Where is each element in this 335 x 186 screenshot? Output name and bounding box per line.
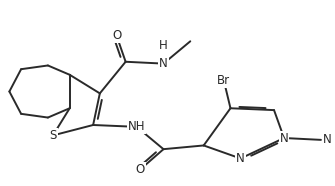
- Text: N: N: [280, 132, 288, 145]
- Text: O: O: [135, 163, 145, 176]
- Text: Br: Br: [217, 74, 230, 87]
- Text: S: S: [49, 129, 57, 142]
- Text: O: O: [112, 29, 121, 42]
- Text: N: N: [159, 57, 168, 70]
- Text: N: N: [323, 133, 331, 146]
- Text: NH: NH: [128, 120, 145, 133]
- Text: H: H: [159, 39, 168, 52]
- Text: N: N: [236, 152, 245, 165]
